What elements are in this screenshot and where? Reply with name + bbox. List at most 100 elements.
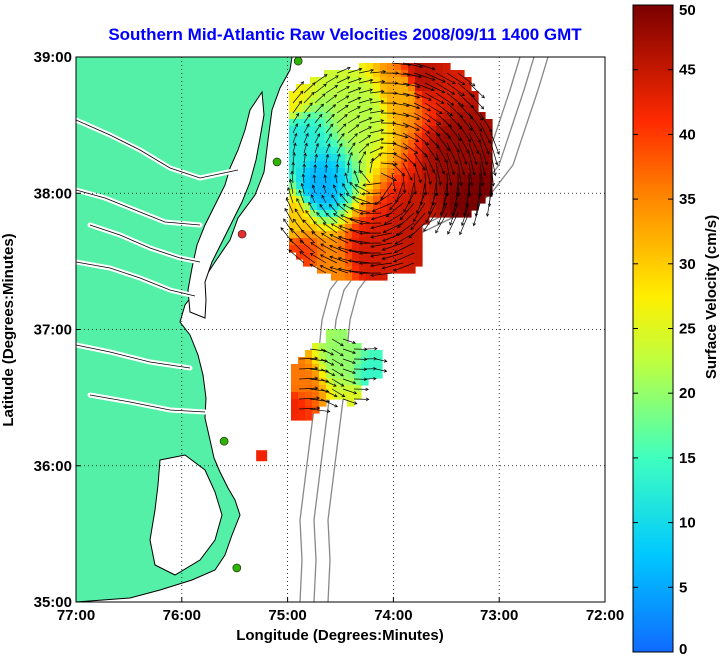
velocity-cell bbox=[380, 84, 388, 92]
velocity-cell bbox=[464, 119, 472, 127]
velocity-cell bbox=[338, 238, 346, 246]
velocity-cell bbox=[310, 245, 318, 253]
velocity-cell bbox=[317, 175, 325, 183]
velocity-vector bbox=[457, 132, 470, 154]
velocity-cell bbox=[387, 175, 395, 183]
velocity-cell bbox=[387, 133, 395, 141]
velocity-vector bbox=[375, 358, 387, 362]
velocity-cell bbox=[464, 140, 472, 148]
velocity-vector bbox=[424, 172, 427, 195]
velocity-vector-head bbox=[381, 266, 386, 270]
velocity-cell bbox=[422, 70, 430, 78]
velocity-vector bbox=[301, 229, 316, 244]
velocity-vector-head bbox=[466, 150, 470, 154]
velocity-vector bbox=[352, 196, 371, 204]
velocity-vector bbox=[336, 95, 349, 104]
velocity-cell bbox=[457, 77, 465, 85]
velocity-vector-head bbox=[405, 114, 410, 118]
velocity-vector-head bbox=[292, 218, 297, 223]
velocity-cell bbox=[352, 189, 360, 197]
velocity-cell bbox=[347, 385, 355, 393]
velocity-cell bbox=[331, 91, 339, 99]
velocity-vector-head bbox=[426, 119, 431, 123]
velocity-vector bbox=[457, 122, 471, 143]
velocity-cell bbox=[443, 91, 451, 99]
velocity-cell bbox=[359, 119, 367, 127]
velocity-vector-head bbox=[314, 366, 319, 370]
velocity-cell bbox=[331, 70, 339, 78]
velocity-cell bbox=[415, 147, 423, 155]
velocity-vector bbox=[490, 152, 496, 176]
velocity-cell bbox=[352, 252, 360, 260]
velocity-cell bbox=[354, 357, 362, 365]
velocity-vector-head bbox=[380, 128, 385, 133]
velocity-vector bbox=[369, 153, 382, 164]
velocity-vector-head bbox=[369, 78, 374, 83]
velocity-vector-head bbox=[334, 85, 339, 89]
velocity-cell bbox=[319, 399, 327, 407]
velocity-cell bbox=[408, 77, 416, 85]
velocity-vector-head bbox=[454, 160, 458, 165]
velocity-vector bbox=[486, 192, 492, 217]
velocity-vector-head bbox=[352, 340, 357, 345]
velocity-vector bbox=[292, 113, 300, 124]
velocity-cell bbox=[366, 84, 374, 92]
velocity-cell bbox=[345, 224, 353, 232]
velocity-cell bbox=[366, 168, 374, 176]
velocity-vector bbox=[361, 192, 382, 195]
velocity-vector bbox=[370, 272, 393, 276]
velocity-cell bbox=[401, 231, 409, 239]
velocity-vector bbox=[323, 185, 327, 194]
velocity-vector bbox=[457, 112, 473, 131]
velocity-cell bbox=[380, 147, 388, 155]
velocity-cell bbox=[331, 119, 339, 127]
velocity-vector bbox=[320, 265, 338, 274]
velocity-cell bbox=[436, 91, 444, 99]
velocity-cell bbox=[338, 210, 346, 218]
velocity-vector-head bbox=[454, 203, 458, 207]
velocity-vector bbox=[394, 242, 415, 254]
velocity-cell bbox=[319, 343, 327, 351]
velocity-cell bbox=[298, 357, 306, 365]
velocity-vector-head bbox=[334, 404, 338, 408]
velocity-vector bbox=[402, 72, 422, 78]
velocity-vector-head bbox=[341, 393, 346, 398]
velocity-cell bbox=[380, 133, 388, 141]
velocity-vector bbox=[288, 249, 305, 264]
velocity-cell bbox=[305, 406, 313, 414]
velocity-cell bbox=[387, 252, 395, 260]
velocity-cell bbox=[436, 126, 444, 134]
velocity-cell bbox=[436, 140, 444, 148]
velocity-vector bbox=[435, 172, 438, 196]
velocity-vector-head bbox=[363, 377, 368, 382]
velocity-vector-head bbox=[346, 161, 351, 166]
velocity-cell bbox=[359, 112, 367, 120]
velocity-vector bbox=[384, 212, 404, 225]
velocity-cell bbox=[394, 182, 402, 190]
velocity-cell bbox=[408, 112, 416, 120]
velocity-vector-head bbox=[413, 218, 417, 223]
velocity-vector-head bbox=[493, 172, 497, 177]
velocity-cell bbox=[408, 98, 416, 106]
velocity-vector bbox=[435, 82, 455, 95]
velocity-vector-head bbox=[368, 117, 373, 121]
velocity-cell bbox=[401, 154, 409, 162]
velocity-vector bbox=[335, 174, 338, 184]
velocity-vector-head bbox=[350, 206, 354, 211]
velocity-cell bbox=[408, 133, 416, 141]
velocity-cell bbox=[471, 182, 479, 190]
velocity-vector-head bbox=[333, 213, 337, 217]
velocity-vector bbox=[333, 213, 349, 224]
velocity-cell bbox=[387, 182, 395, 190]
velocity-vector bbox=[325, 154, 329, 164]
velocity-vector bbox=[424, 162, 431, 185]
velocity-cell bbox=[310, 161, 318, 169]
velocity-vector bbox=[325, 75, 339, 84]
velocity-vector bbox=[358, 108, 373, 114]
velocity-vector-head bbox=[383, 221, 388, 225]
velocity-vector bbox=[391, 122, 409, 128]
velocity-cell bbox=[464, 175, 472, 183]
velocity-vector bbox=[310, 242, 327, 254]
velocity-vector bbox=[369, 129, 384, 134]
velocity-vector bbox=[370, 232, 393, 238]
